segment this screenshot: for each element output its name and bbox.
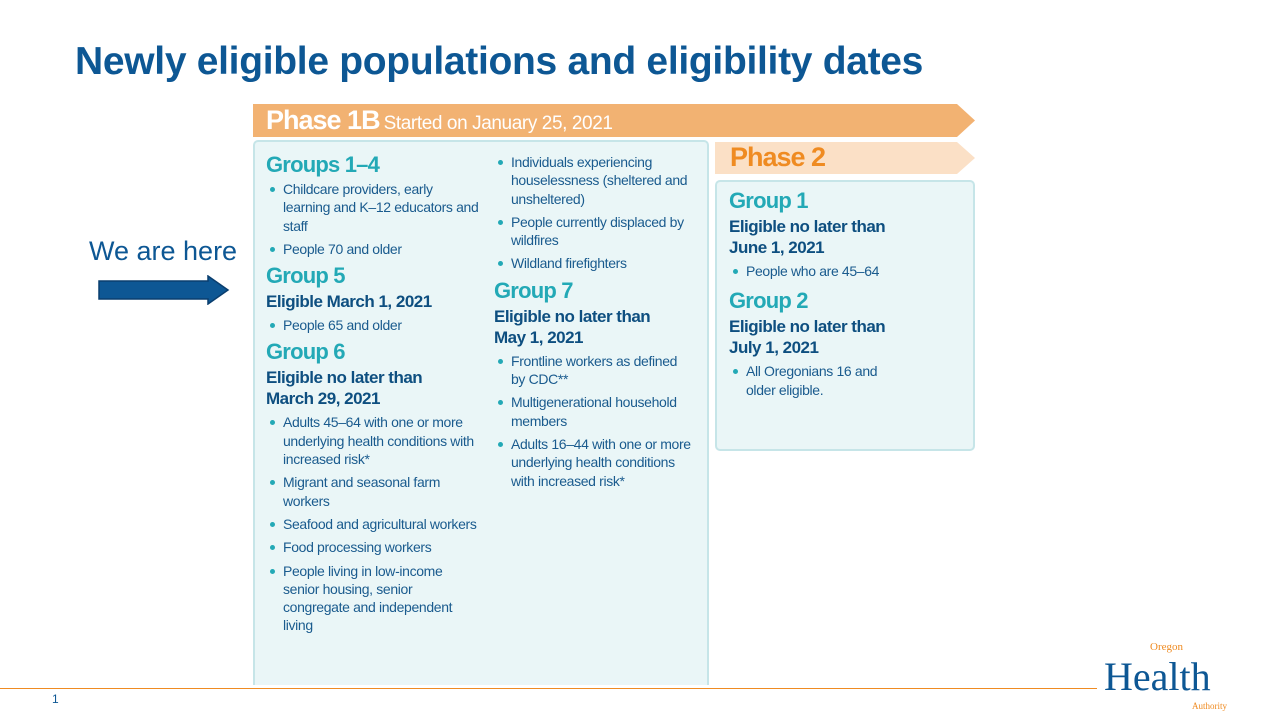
eligibility-date: Eligible no later than March 29, 2021 [266,368,423,409]
group-heading: Group 6 [266,339,346,365]
logo-authority: Authority [1192,701,1227,711]
phase2-banner [715,142,975,174]
list-item: Wildland firefighters [494,254,694,272]
phase1b-banner [253,104,975,137]
list-item: Adults 45–64 with one or more underlying… [266,413,481,468]
list-item: Individuals experiencing houselessness (… [494,153,694,208]
page-title: Newly eligible populations and eligibili… [75,40,924,83]
phase2-panel [715,180,975,451]
list-item: Food processing workers [266,538,481,556]
page-number: 1 [52,692,59,706]
list-item: All Oregonians 16 and older eligible. [729,362,909,399]
group-heading: Group 5 [266,263,346,289]
list-item: Seafood and agricultural workers [266,515,481,533]
list-item: People living in low-income senior housi… [266,562,456,635]
phase1b-column-1: Groups 1–4 Childcare providers, early le… [266,152,481,640]
phase1b-panel [253,140,709,685]
list-item: Frontline workers as defined by CDC** [494,352,694,389]
oregon-health-authority-logo: Oregon Health Authority [1104,641,1227,711]
phase1b-column-2: Individuals experiencing houselessness (… [494,153,694,495]
list-item: People who are 45–64 [729,262,959,280]
phase1b-header: Phase 1B Started on January 25, 2021 [266,105,613,136]
phase2-name: Phase 2 [730,142,826,172]
list-item: People 65 and older [266,316,481,334]
right-arrow-icon [98,275,230,305]
list-item: People currently displaced by wildfires [494,213,694,250]
list-item: People 70 and older [266,240,481,258]
phase1b-started: Started on January 25, 2021 [383,113,613,134]
group-heading: Groups 1–4 [266,152,380,177]
eligibility-date: Eligible no later than June 1, 2021 [729,217,886,257]
we-are-here-label: We are here [89,236,238,266]
list-item: Adults 16–44 with one or more underlying… [494,435,694,490]
footer-divider [0,688,1097,689]
eligibility-date: Eligible no later than May 1, 2021 [494,306,651,347]
group-heading: Group 1 [729,188,809,213]
eligibility-date: Eligible no later than July 1, 2021 [729,317,886,358]
phase1b-name: Phase 1B [266,105,381,135]
phase2-column: Group 1 Eligible no later than June 1, 2… [729,188,959,404]
group-heading: Group 2 [729,288,809,314]
logo-oregon: Oregon [1150,641,1183,653]
list-item: Childcare providers, early learning and … [266,180,481,235]
list-item: Migrant and seasonal farm workers [266,473,456,510]
list-item: Multigenerational household members [494,393,694,430]
logo-health: Health [1104,654,1211,699]
group-heading: Group 7 [494,277,574,303]
eligibility-date: Eligible March 1, 2021 [266,292,432,312]
